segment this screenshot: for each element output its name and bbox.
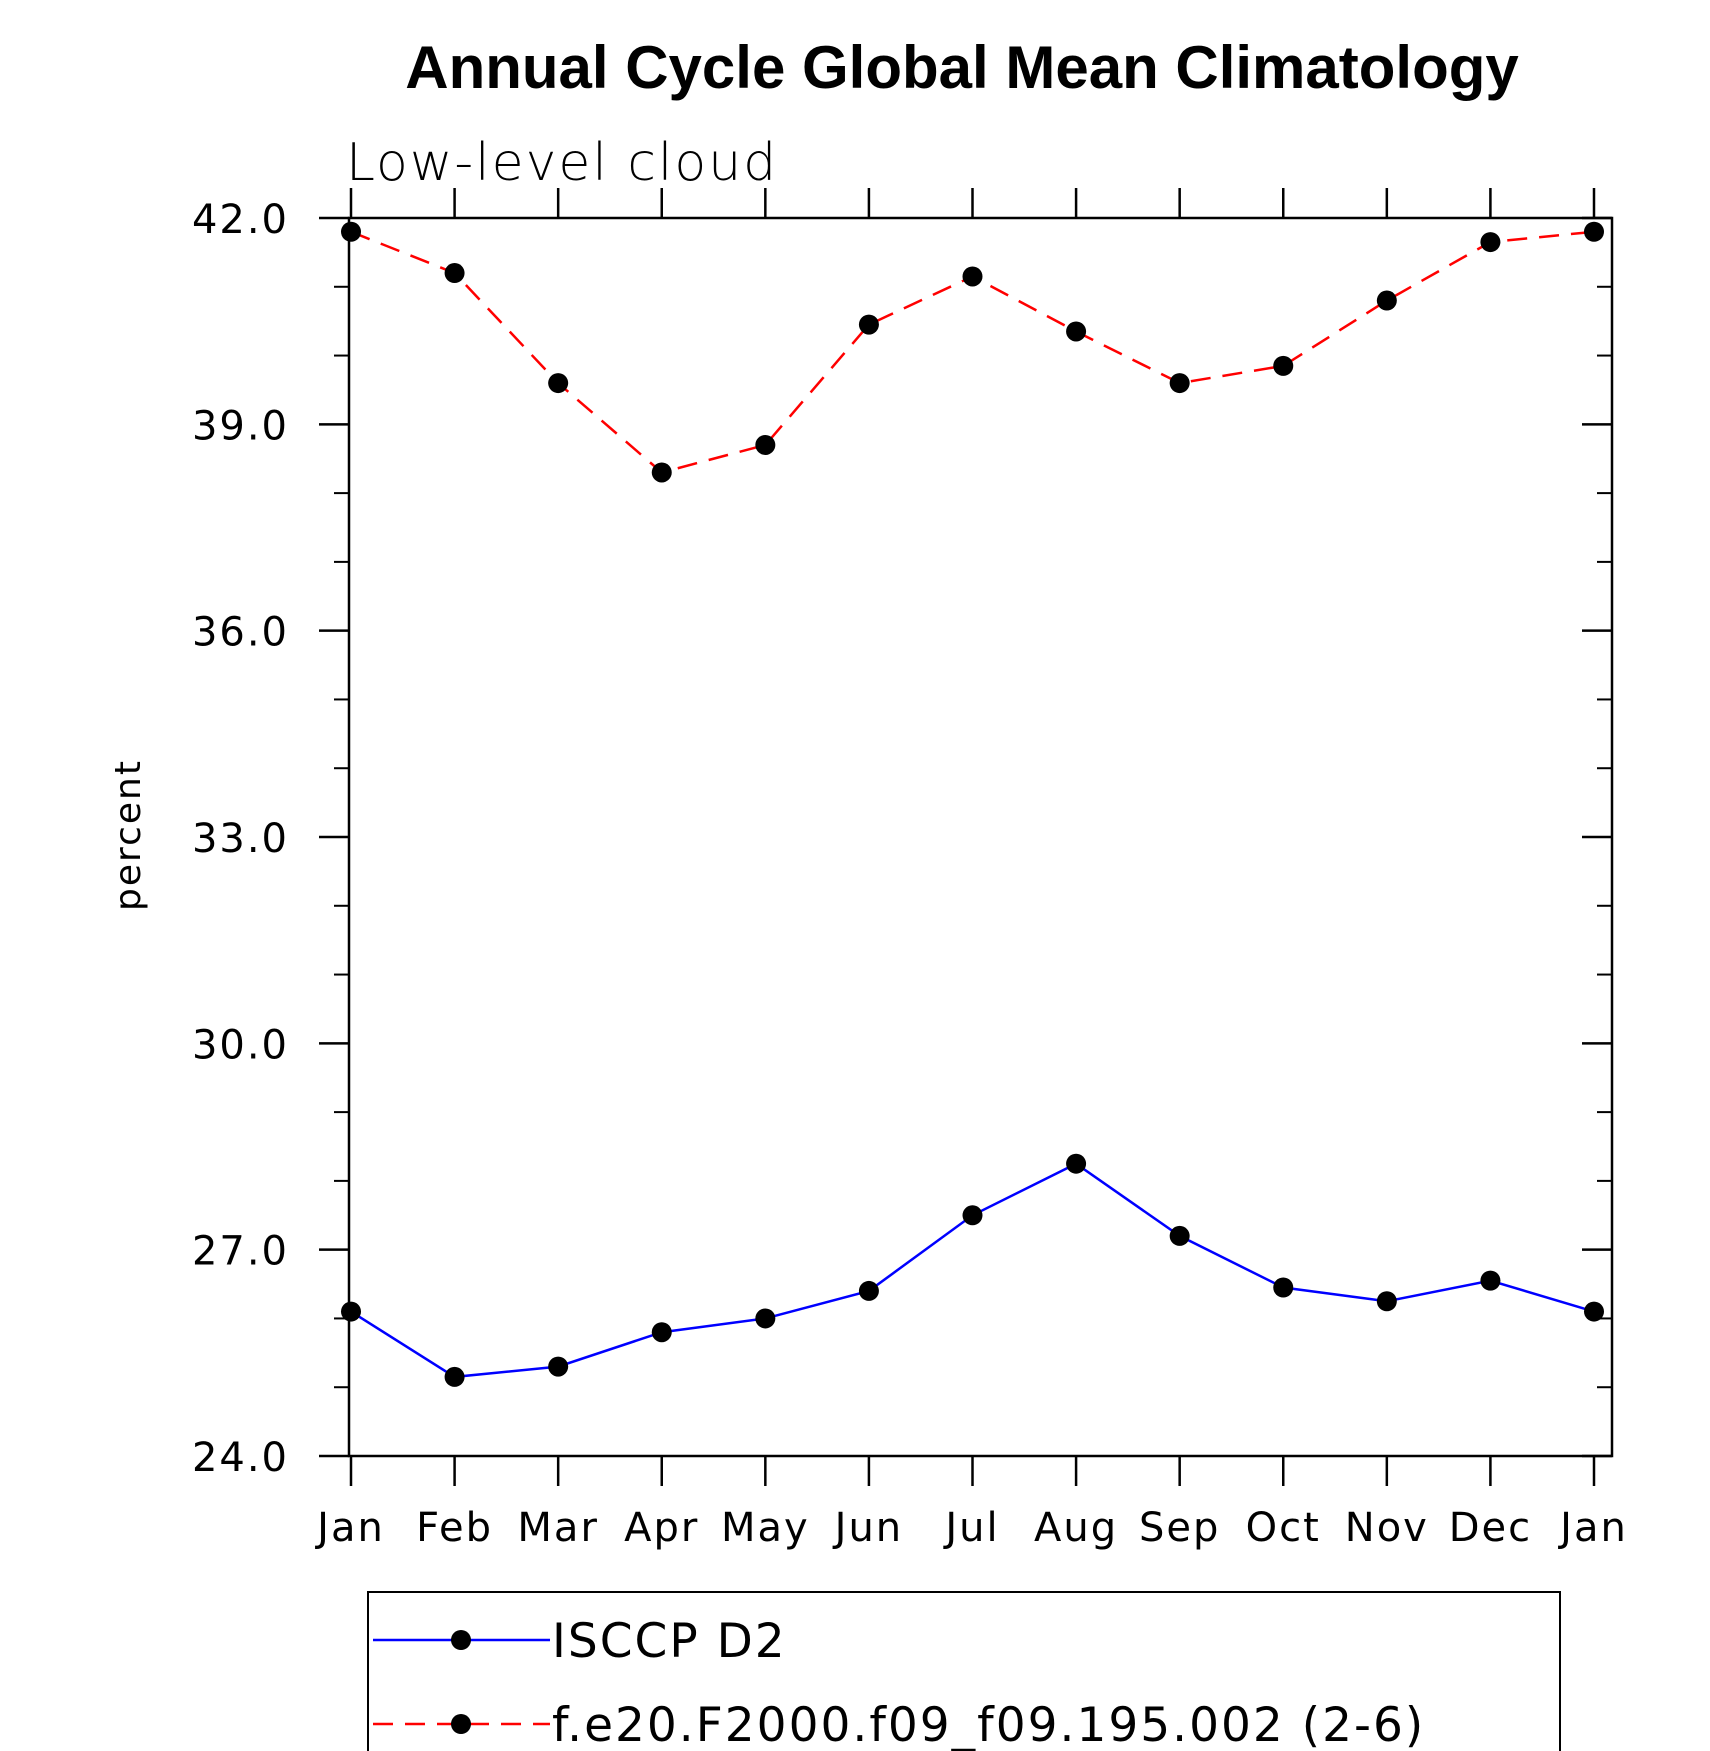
y-tick-label: 33.0 [192, 816, 289, 862]
series-2-point [1376, 290, 1397, 311]
x-tick-label: Feb [416, 1505, 493, 1551]
series-1-point [1273, 1277, 1294, 1298]
series-1-point [755, 1308, 776, 1329]
y-tick-label: 30.0 [192, 1022, 289, 1068]
series-2-point [1169, 373, 1190, 394]
series-1-point [1376, 1291, 1397, 1312]
series-2-point [341, 221, 361, 242]
series-2-point [858, 314, 879, 335]
x-tick-label: Sep [1139, 1505, 1220, 1551]
series-2-point [651, 462, 672, 483]
series-1-point [651, 1322, 672, 1343]
x-tick-label: Jun [832, 1505, 904, 1551]
y-tick-label: 36.0 [192, 610, 289, 656]
series-2-point [548, 373, 569, 394]
y-tick-label: 24.0 [192, 1435, 289, 1481]
series-1-point [1480, 1270, 1501, 1291]
plot-frame [347, 216, 1614, 1458]
y-tick-label: 42.0 [192, 197, 289, 243]
series-2-point [1273, 355, 1294, 376]
x-tick-label: Dec [1449, 1505, 1532, 1551]
y-tick-label: 27.0 [192, 1229, 289, 1275]
legend-marker-2 [451, 1714, 471, 1734]
series-1-point [341, 1301, 361, 1322]
x-tick-label: Oct [1246, 1505, 1321, 1551]
series-2-point [1066, 321, 1087, 342]
x-tick-label: Jul [942, 1505, 999, 1551]
y-tick-label: 39.0 [192, 403, 289, 449]
series-1-point [858, 1280, 879, 1301]
series-2-point [444, 263, 465, 284]
series-1-point [1584, 1301, 1604, 1322]
x-tick-label: Aug [1034, 1505, 1118, 1551]
series-2-point [755, 434, 776, 455]
x-tick-label: Jan [314, 1505, 385, 1551]
series-1-point [444, 1366, 465, 1387]
x-tick-label: May [721, 1505, 810, 1551]
legend: ISCCP D2 f.e20.F2000.f09_f09.195.002 (2-6… [367, 1591, 1561, 1751]
series-1-point [548, 1356, 569, 1377]
series-1-point [962, 1205, 983, 1226]
series-2-point [1584, 221, 1604, 242]
chart-subtitle: Low-level cloud [346, 133, 778, 193]
x-tick-label: Mar [517, 1505, 598, 1551]
legend-label-2: f.e20.F2000.f09_f09.195.002 (2-6) [552, 1698, 1425, 1751]
y-axis-label: percent [108, 759, 149, 911]
legend-box [367, 1591, 1561, 1751]
series-1-point [1066, 1153, 1087, 1174]
x-tick-label: Nov [1345, 1505, 1429, 1551]
legend-marker-1 [451, 1630, 471, 1650]
series-group [341, 221, 1604, 1387]
series-1-point [1169, 1225, 1190, 1246]
series-2-point [962, 266, 983, 287]
legend-label-1: ISCCP D2 [552, 1614, 787, 1669]
x-tick-label: Jan [1557, 1505, 1628, 1551]
chart-title: Annual Cycle Global Mean Climatology [405, 34, 1519, 101]
series-line-1 [350, 1162, 1595, 1379]
x-tick-label: Apr [624, 1505, 699, 1551]
axes: 42.0 39.0 36.0 33.0 30.0 27.0 24.0 Jan Feb Mar Apr… [192, 188, 1628, 1551]
series-2-point [1480, 232, 1501, 253]
